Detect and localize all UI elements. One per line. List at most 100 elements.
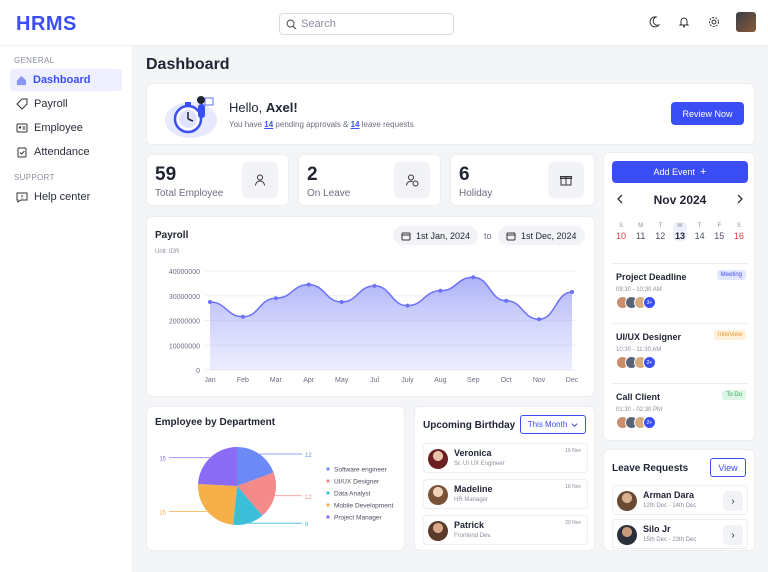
legend-marker (326, 491, 330, 495)
prev-month-button[interactable] (616, 193, 624, 207)
leave-requests-title: Leave Requests (612, 463, 689, 474)
date-from-value: 1st Jan, 2024 (416, 230, 471, 241)
stat-value: 59 (155, 164, 177, 185)
legend-label: Mobile Development (334, 503, 393, 510)
date-to-picker[interactable]: 1st Dec, 2024 (498, 226, 585, 245)
leave-requests-link[interactable]: 14 (350, 120, 360, 129)
search-input[interactable]: Search (279, 13, 454, 35)
stat-card-on-leave[interactable]: 2 On Leave (298, 154, 441, 206)
stat-label: On Leave (307, 188, 351, 199)
department-card: Employee by Department 12 12 8 15 15 Software… (146, 406, 405, 551)
birthday-row[interactable]: Madeline HR Manager 18 Nov (423, 479, 588, 509)
chat-help-icon (16, 192, 28, 203)
app-logo[interactable]: HRMS (16, 13, 77, 35)
stat-card-total-employee[interactable]: 59 Total Employee (146, 154, 289, 206)
event-attendees: 2+ (616, 416, 656, 429)
legend-marker (326, 479, 330, 483)
x-tick-label: May (335, 377, 349, 384)
x-tick-label: July (401, 377, 414, 384)
date-range-separator: to (484, 231, 492, 241)
event-time: 09:30 - 10:30 AM (616, 287, 662, 293)
x-tick-label: Aug (434, 377, 447, 384)
leave-request-row[interactable]: Silo Jr 15th Dec - 23th Dec › (612, 519, 748, 549)
x-tick-label: Feb (237, 377, 249, 384)
calendar-card: Add Event + Nov 2024 S 10 M 11 T 12 W 13 T 14… (603, 152, 755, 441)
data-point (504, 298, 509, 303)
view-leave-requests-button[interactable]: View (710, 458, 746, 477)
birthday-role: Frontend Dev. (454, 533, 492, 539)
date-from-picker[interactable]: 1st Jan, 2024 (393, 226, 479, 245)
calendar-day[interactable]: F 15 (714, 223, 725, 241)
event-title: Call Client (616, 392, 661, 402)
chevron-left-icon (617, 194, 623, 204)
sidebar-item-dashboard[interactable]: Dashboard (10, 69, 122, 91)
chevron-down-icon (571, 423, 578, 427)
payroll-unit: Unit: IDR (155, 249, 180, 255)
sidebar-item-label: Payroll (34, 98, 68, 110)
review-now-button[interactable]: Review Now (671, 102, 744, 125)
data-point (438, 288, 443, 293)
calendar-day[interactable]: S 10 (615, 223, 626, 241)
leave-dates: 15th Dec - 23th Dec (643, 537, 697, 543)
user-avatar[interactable] (736, 12, 756, 32)
stopwatch-illustration (165, 96, 217, 138)
pie-slice (237, 472, 276, 516)
sidebar-item-employee[interactable]: Employee (10, 117, 122, 139)
event-item[interactable]: Project Deadline 09:30 - 10:30 AM Meetin… (612, 263, 748, 313)
filter-value: This Month (527, 420, 568, 429)
pending-approvals-link[interactable]: 14 (264, 120, 274, 129)
birthday-filter-dropdown[interactable]: This Month (520, 415, 586, 434)
search-placeholder: Search (301, 18, 336, 30)
bell-icon[interactable] (676, 14, 692, 30)
payroll-line (209, 276, 573, 321)
data-point (405, 303, 410, 308)
avatar (428, 485, 448, 505)
x-tick-label: Oct (501, 377, 512, 384)
sidebar: GENERAL Dashboard Payroll Employee Atten… (0, 46, 133, 572)
x-tick-label: Sep (467, 377, 480, 384)
person-icon (255, 174, 265, 186)
stat-value: 2 (307, 164, 318, 185)
birthday-row[interactable]: Veronica Sr. UI UX Engineer 16 Nov (423, 443, 588, 473)
legend-label: Data Analyst (334, 491, 371, 498)
pie-value-label: 15 (159, 457, 166, 463)
chevron-right-icon[interactable]: › (723, 491, 743, 511)
next-month-button[interactable] (736, 193, 744, 207)
legend-marker (326, 467, 330, 471)
date-to-value: 1st Dec, 2024 (521, 230, 577, 241)
add-event-button[interactable]: Add Event + (612, 161, 748, 183)
birthday-row[interactable]: Patrick Frontend Dev. 20 Nov (423, 515, 588, 545)
stat-card-holiday[interactable]: 6 Holiday (450, 154, 595, 206)
calendar-day-selected[interactable]: W 13 (672, 223, 687, 241)
stat-label: Holiday (459, 188, 493, 199)
moon-icon[interactable] (646, 14, 662, 30)
pie-slice (198, 484, 237, 525)
legend-label: Software engineer (334, 467, 388, 474)
person-clock-icon (406, 174, 419, 187)
calendar-day[interactable]: T 14 (694, 223, 705, 241)
user-name: Axel! (265, 100, 298, 115)
calendar-day[interactable]: T 12 (655, 223, 666, 241)
data-point (306, 282, 311, 287)
birthday-role: Sr. UI UX Engineer (454, 461, 505, 467)
chevron-right-icon[interactable]: › (723, 525, 743, 545)
sidebar-item-payroll[interactable]: Payroll (10, 93, 122, 115)
event-item[interactable]: UI/UX Designer 10:30 - 11:30 AM Intervie… (612, 323, 748, 373)
calendar-icon (401, 232, 411, 240)
calendar-day[interactable]: S 16 (733, 223, 744, 241)
sidebar-item-label: Help center (34, 191, 91, 203)
event-tag: To Do (722, 390, 746, 400)
event-item[interactable]: Call Client 01:30 - 02:30 PM To Do 2+ (612, 383, 748, 433)
event-attendees: 2+ (616, 356, 656, 369)
avatar (428, 521, 448, 541)
sidebar-item-help-center[interactable]: Help center (10, 186, 122, 208)
gear-icon[interactable] (706, 14, 722, 30)
y-tick-label: 0 (196, 368, 200, 375)
event-attendees: 3+ (616, 296, 656, 309)
sidebar-item-attendance[interactable]: Attendance (10, 141, 122, 163)
calendar-day[interactable]: M 11 (635, 223, 646, 241)
calendar-month: Nov 2024 (653, 193, 707, 207)
pie-slice (198, 447, 237, 486)
event-title: Project Deadline (616, 272, 687, 282)
leave-request-row[interactable]: Arman Dara 12th Dec - 14th Dec › (612, 485, 748, 515)
